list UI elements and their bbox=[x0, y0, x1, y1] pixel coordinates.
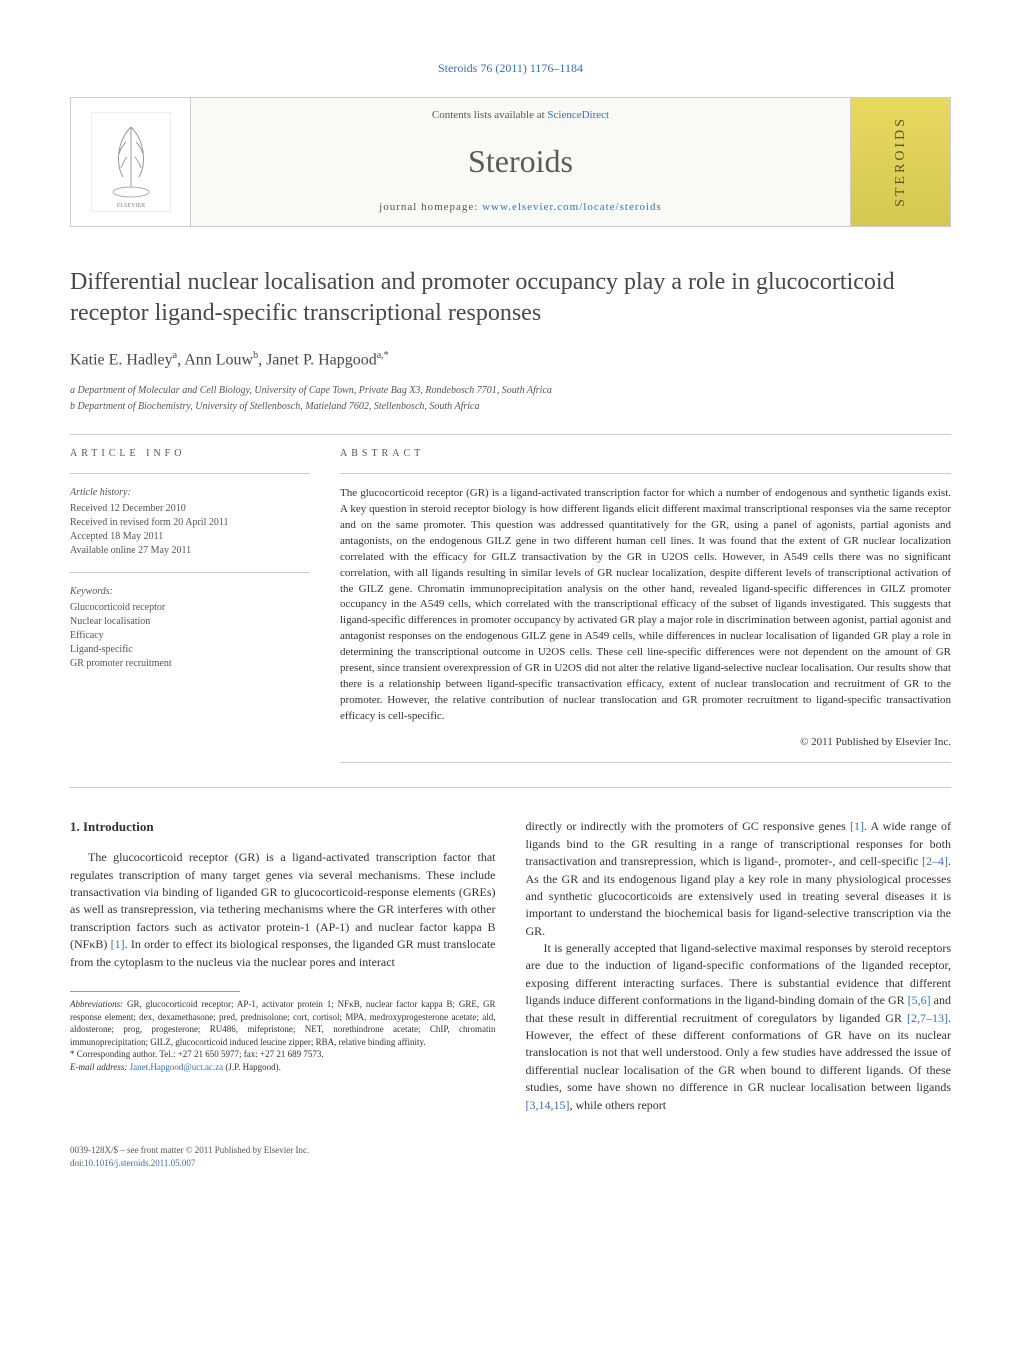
email-suffix: (J.P. Hapgood). bbox=[223, 1062, 281, 1072]
article-history-block: Article history: Received 12 December 20… bbox=[70, 486, 310, 558]
svg-text:ELSEVIER: ELSEVIER bbox=[116, 203, 144, 209]
keyword-5: GR promoter recruitment bbox=[70, 657, 310, 671]
author-list: Katie E. Hadleya, Ann Louwb, Janet P. Ha… bbox=[70, 349, 951, 372]
section-1-heading: 1. Introduction bbox=[70, 818, 496, 837]
abstract-heading: ABSTRACT bbox=[340, 447, 951, 461]
keyword-4: Ligand-specific bbox=[70, 643, 310, 657]
sd-prefix: Contents lists available at bbox=[432, 109, 547, 121]
abbrev-label: Abbreviations: bbox=[70, 999, 123, 1009]
affiliation-b: b Department of Biochemistry, University… bbox=[70, 400, 951, 414]
doi-link[interactable]: 10.1016/j.steroids.2011.05.007 bbox=[84, 1158, 195, 1168]
email-footnote: E-mail address: Janet.Hapgood@uct.ac.za … bbox=[70, 1061, 496, 1074]
history-online: Available online 27 May 2011 bbox=[70, 544, 310, 558]
cover-title-text: STEROIDS bbox=[891, 116, 911, 207]
corresponding-author-footnote: * Corresponding author. Tel.: +27 21 650… bbox=[70, 1048, 496, 1061]
article-title: Differential nuclear localisation and pr… bbox=[70, 267, 951, 329]
keyword-2: Nuclear localisation bbox=[70, 615, 310, 629]
journal-homepage-line: journal homepage: www.elsevier.com/locat… bbox=[211, 200, 830, 215]
doi-line: doi:10.1016/j.steroids.2011.05.007 bbox=[70, 1157, 951, 1170]
footnote-divider bbox=[70, 991, 240, 992]
history-revised: Received in revised form 20 April 2011 bbox=[70, 516, 310, 530]
publisher-logo-box: ELSEVIER bbox=[71, 98, 191, 226]
abstract-text: The glucocorticoid receptor (GR) is a li… bbox=[340, 486, 951, 725]
history-received: Received 12 December 2010 bbox=[70, 502, 310, 516]
divider bbox=[70, 434, 951, 435]
journal-cover-thumb: STEROIDS bbox=[850, 98, 950, 226]
journal-homepage-link[interactable]: www.elsevier.com/locate/steroids bbox=[482, 201, 662, 213]
issn-line: 0039-128X/$ – see front matter © 2011 Pu… bbox=[70, 1144, 951, 1157]
elsevier-tree-logo: ELSEVIER bbox=[91, 112, 171, 212]
banner-center: Contents lists available at ScienceDirec… bbox=[191, 98, 850, 226]
doi-prefix: doi: bbox=[70, 1158, 84, 1168]
affiliation-a: a Department of Molecular and Cell Biolo… bbox=[70, 384, 951, 398]
keyword-3: Efficacy bbox=[70, 629, 310, 643]
keyword-1: Glucocorticoid receptor bbox=[70, 601, 310, 615]
history-label: Article history: bbox=[70, 486, 310, 500]
left-column: 1. Introduction The glucocorticoid recep… bbox=[70, 818, 496, 1114]
info-abstract-row: ARTICLE INFO Article history: Received 1… bbox=[70, 447, 951, 775]
homepage-prefix: journal homepage: bbox=[379, 201, 482, 213]
footnotes-block: Abbreviations: GR, glucocorticoid recept… bbox=[70, 998, 496, 1074]
body-divider bbox=[70, 787, 951, 788]
bottom-matter: 0039-128X/$ – see front matter © 2011 Pu… bbox=[70, 1144, 951, 1169]
article-info-column: ARTICLE INFO Article history: Received 1… bbox=[70, 447, 310, 775]
journal-name: Steroids bbox=[211, 139, 830, 184]
header-citation: Steroids 76 (2011) 1176–1184 bbox=[70, 60, 951, 77]
corresponding-email-link[interactable]: Janet.Hapgood@uct.ac.za bbox=[130, 1062, 224, 1072]
abstract-divider-bottom bbox=[340, 762, 951, 763]
keywords-block: Keywords: Glucocorticoid receptor Nuclea… bbox=[70, 585, 310, 671]
abstract-column: ABSTRACT The glucocorticoid receptor (GR… bbox=[340, 447, 951, 775]
sciencedirect-link[interactable]: ScienceDirect bbox=[547, 109, 609, 121]
intro-para-2: It is generally accepted that ligand-sel… bbox=[526, 940, 952, 1114]
abstract-divider-top bbox=[340, 473, 951, 474]
history-accepted: Accepted 18 May 2011 bbox=[70, 530, 310, 544]
article-info-heading: ARTICLE INFO bbox=[70, 447, 310, 461]
body-columns: 1. Introduction The glucocorticoid recep… bbox=[70, 818, 951, 1114]
info-divider-2 bbox=[70, 572, 310, 573]
info-divider-1 bbox=[70, 473, 310, 474]
right-column: directly or indirectly with the promoter… bbox=[526, 818, 952, 1114]
sciencedirect-line: Contents lists available at ScienceDirec… bbox=[211, 108, 830, 123]
email-label: E-mail address: bbox=[70, 1062, 130, 1072]
keywords-label: Keywords: bbox=[70, 585, 310, 599]
affiliations: a Department of Molecular and Cell Biolo… bbox=[70, 384, 951, 414]
abbrev-text: GR, glucocorticoid receptor; AP-1, activ… bbox=[70, 999, 496, 1047]
abstract-copyright: © 2011 Published by Elsevier Inc. bbox=[340, 735, 951, 750]
abbreviations-footnote: Abbreviations: GR, glucocorticoid recept… bbox=[70, 998, 496, 1048]
intro-para-1-right: directly or indirectly with the promoter… bbox=[526, 818, 952, 940]
journal-banner: ELSEVIER Contents lists available at Sci… bbox=[70, 97, 951, 227]
intro-para-1-left: The glucocorticoid receptor (GR) is a li… bbox=[70, 849, 496, 971]
